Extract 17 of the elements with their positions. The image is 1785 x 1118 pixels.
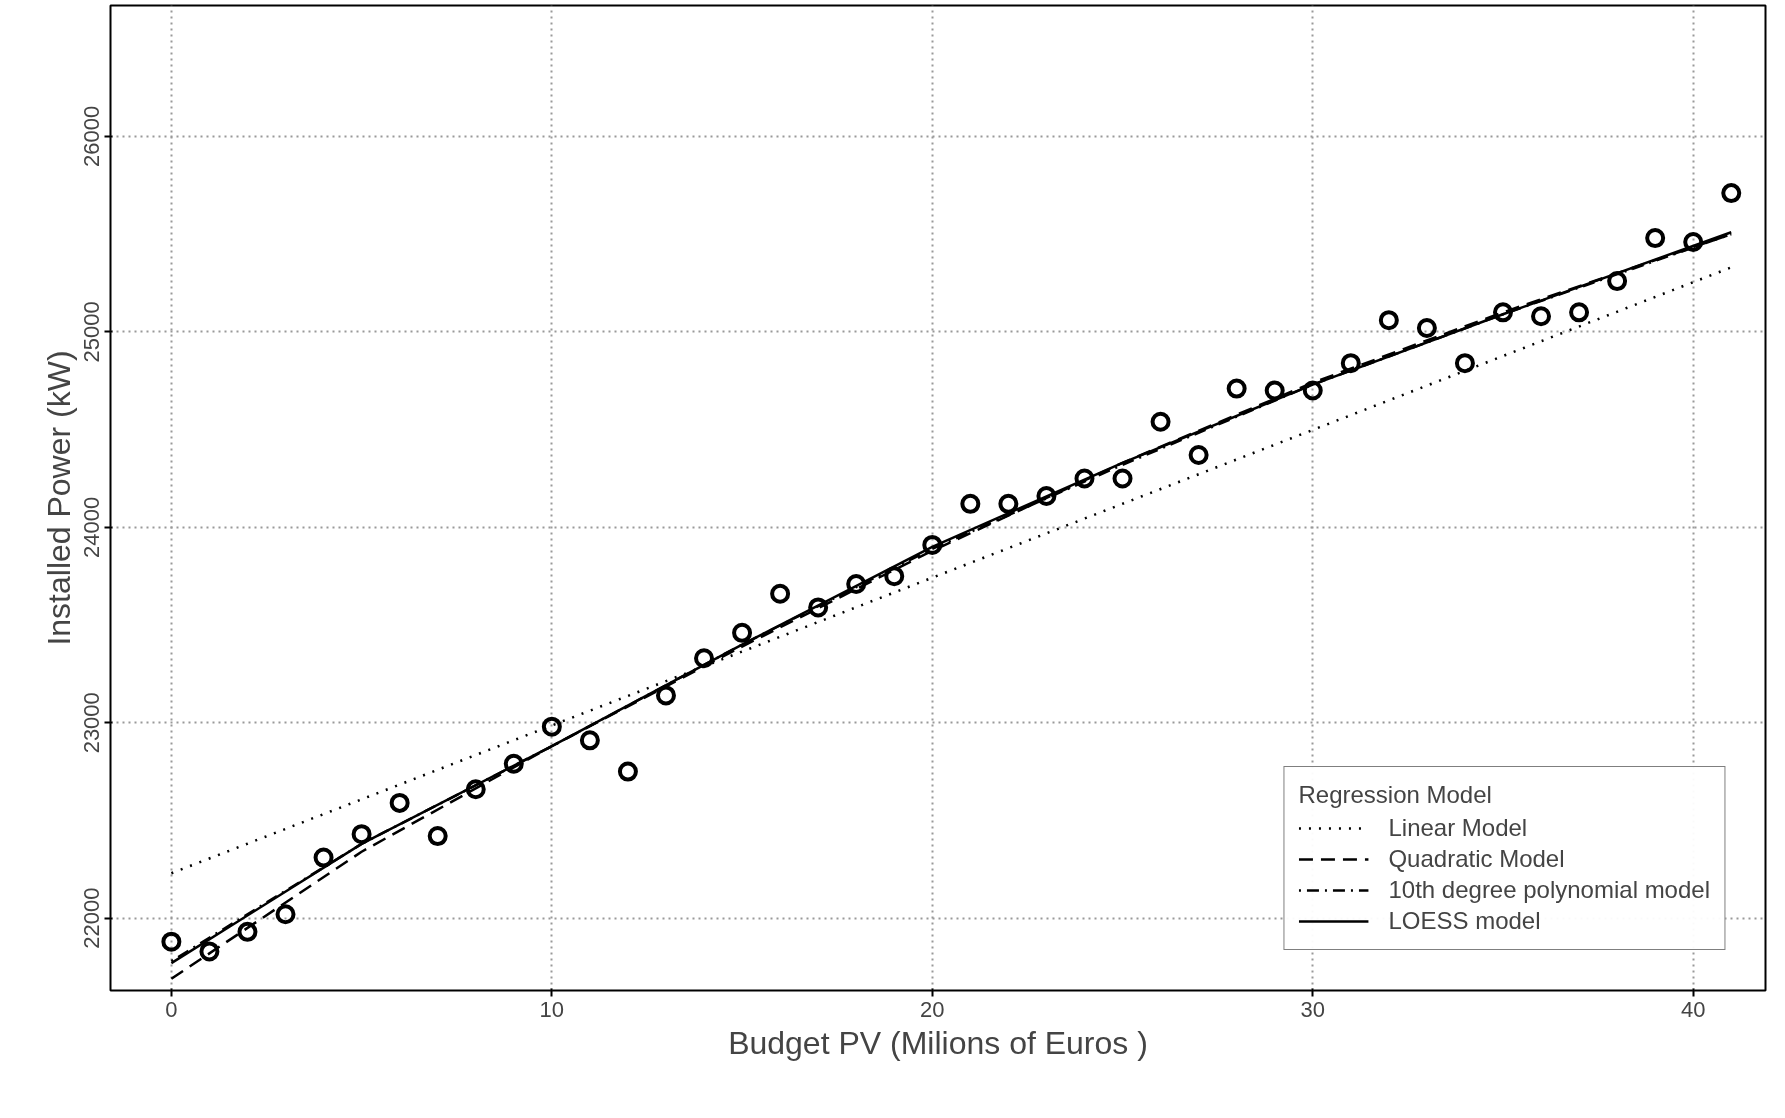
x-tick-label: 0 bbox=[165, 996, 178, 1022]
y-axis-title: Installed Power (kW) bbox=[40, 350, 77, 646]
legend-label: 10th degree polynomial model bbox=[1388, 876, 1710, 904]
x-tick-label: 30 bbox=[1300, 996, 1325, 1022]
legend-label: Quadratic Model bbox=[1388, 845, 1565, 873]
x-axis-title: Budget PV (Milions of Euros ) bbox=[728, 1024, 1148, 1061]
legend-label: LOESS model bbox=[1388, 907, 1541, 935]
x-tick-label: 10 bbox=[539, 996, 565, 1022]
x-tick-label: 20 bbox=[920, 996, 945, 1022]
y-tick-label: 25000 bbox=[79, 301, 105, 363]
x-tick-label: 40 bbox=[1680, 996, 1706, 1022]
y-tick-label: 24000 bbox=[79, 496, 105, 558]
y-tick-label: 23000 bbox=[79, 692, 105, 754]
legend-label: Linear Model bbox=[1388, 814, 1528, 842]
legend-title: Regression Model bbox=[1298, 781, 1493, 809]
y-tick-label: 22000 bbox=[79, 887, 105, 949]
y-tick-label: 26000 bbox=[79, 105, 105, 168]
